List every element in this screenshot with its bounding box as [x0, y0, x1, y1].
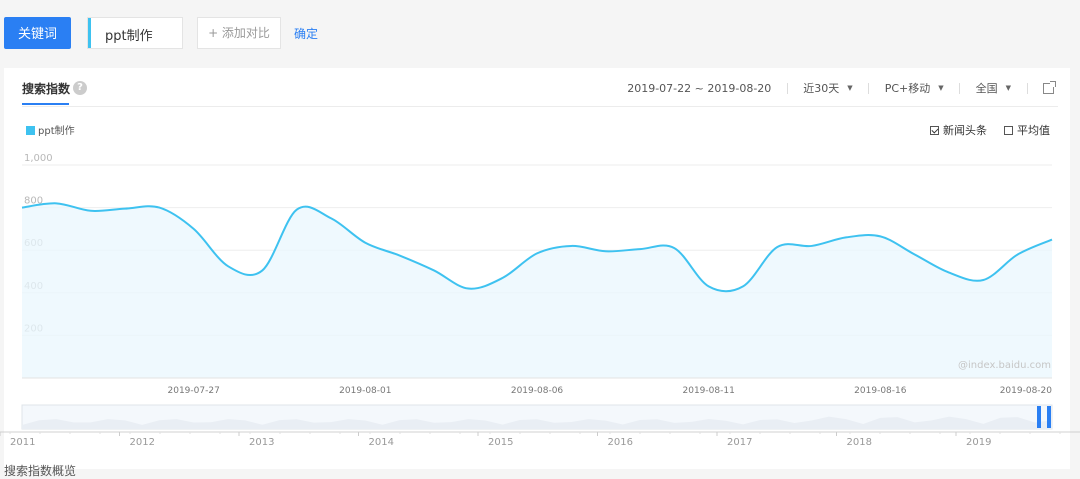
overview-area	[22, 416, 1052, 429]
data-point	[432, 268, 436, 272]
data-point	[466, 287, 470, 291]
data-point	[569, 244, 573, 248]
data-point	[260, 268, 264, 272]
year-label: 2011	[10, 437, 35, 448]
news-option[interactable]: 新闻头条	[930, 124, 987, 137]
divider	[1026, 82, 1028, 94]
top-toolbar: 关键词 ppt制作 + 添加对比 确定	[0, 0, 1080, 66]
year-label: 2018	[847, 437, 872, 448]
data-point	[947, 271, 951, 275]
keyword-chip[interactable]: ppt制作	[87, 17, 183, 49]
data-point	[329, 216, 333, 220]
keyword-button[interactable]: 关键词	[4, 17, 71, 49]
data-point	[226, 264, 230, 268]
year-label: 2015	[488, 437, 513, 448]
tab-search-index[interactable]: 搜索指数	[22, 82, 71, 96]
add-compare-button[interactable]: + 添加对比	[197, 17, 281, 49]
y-tick-label: 1,000	[24, 153, 53, 164]
data-point	[501, 276, 505, 280]
year-label: 2013	[249, 437, 274, 448]
section-title-peek: 搜索指数概览	[4, 464, 77, 478]
device-dropdown[interactable]: PC+移动 ▼	[885, 80, 944, 96]
data-point	[363, 241, 367, 245]
data-point	[157, 206, 161, 210]
x-tick-label: 2019-07-27	[168, 386, 220, 396]
data-point	[535, 251, 539, 255]
data-point	[707, 284, 711, 288]
y-tick-label: 800	[24, 196, 43, 207]
overview-handle-left	[1037, 406, 1041, 428]
data-point	[981, 278, 985, 282]
caret-down-icon: ▼	[1005, 84, 1011, 92]
year-label: 2016	[608, 437, 633, 448]
data-point	[89, 209, 93, 213]
area-fill	[22, 203, 1052, 378]
data-point	[1050, 238, 1054, 242]
tab-active-indicator	[22, 103, 69, 105]
x-tick-label: 2019-08-16	[854, 386, 907, 396]
data-point	[295, 208, 299, 212]
divider	[868, 82, 870, 94]
year-label: 2017	[727, 437, 752, 448]
news-checkbox[interactable]	[930, 126, 939, 135]
year-label: 2012	[130, 437, 155, 448]
data-point	[878, 234, 882, 238]
date-range-label[interactable]: 2019-07-22 ~ 2019-08-20	[627, 81, 772, 95]
data-point	[604, 249, 608, 253]
x-tick-label: 2019-08-11	[683, 386, 735, 396]
data-point	[54, 201, 58, 205]
keyword-chip-label: ppt制作	[105, 29, 153, 44]
x-tick-label: 2019-08-20	[1000, 386, 1053, 396]
data-point	[741, 284, 745, 288]
data-point	[398, 254, 402, 258]
question-circle-icon[interactable]: ?	[73, 81, 87, 95]
data-point	[913, 252, 917, 256]
external-link-icon[interactable]	[1043, 80, 1056, 94]
period-dropdown[interactable]: 近30天 ▼	[803, 80, 852, 96]
data-point	[844, 235, 848, 239]
region-dropdown[interactable]: 全国 ▼	[976, 80, 1011, 96]
overview-handle-right	[1047, 406, 1051, 428]
chart-options: 新闻头条 平均值	[930, 122, 1050, 138]
legend-swatch	[26, 126, 35, 135]
caret-down-icon: ▼	[847, 84, 853, 92]
data-point	[192, 227, 196, 231]
watermark: @index.baidu.com	[958, 360, 1052, 371]
chart-legend[interactable]: ppt制作	[26, 122, 75, 137]
data-point	[775, 245, 779, 249]
series-line	[21, 202, 1053, 293]
header-divider	[22, 106, 1058, 107]
data-point	[20, 206, 24, 210]
legend-label: ppt制作	[38, 126, 75, 137]
x-tick-label: 2019-08-01	[339, 386, 391, 396]
data-point	[638, 247, 642, 251]
average-checkbox[interactable]	[1004, 126, 1013, 135]
keyword-color-bar	[88, 18, 91, 48]
average-option[interactable]: 平均值	[1004, 124, 1050, 137]
year-label: 2014	[369, 437, 394, 448]
search-index-chart: 2004006008001,0002019-07-272019-08-01201…	[0, 153, 1080, 448]
x-tick-label: 2019-08-06	[511, 386, 564, 396]
data-point	[1016, 252, 1020, 256]
data-point	[810, 244, 814, 248]
confirm-link[interactable]: 确定	[294, 27, 319, 41]
region-label: 全国	[975, 82, 998, 95]
data-point	[672, 246, 676, 250]
device-label: PC+移动	[884, 82, 931, 95]
period-label: 近30天	[803, 82, 840, 95]
average-option-label: 平均值	[1017, 124, 1050, 137]
filter-bar: 2019-07-22 ~ 2019-08-20 近30天 ▼ PC+移动 ▼ 全国 ▼	[627, 80, 1056, 96]
year-label: 2019	[966, 437, 991, 448]
divider	[959, 82, 961, 94]
divider	[786, 82, 788, 94]
news-option-label: 新闻头条	[943, 124, 987, 137]
data-point	[123, 207, 127, 211]
caret-down-icon: ▼	[938, 84, 944, 92]
